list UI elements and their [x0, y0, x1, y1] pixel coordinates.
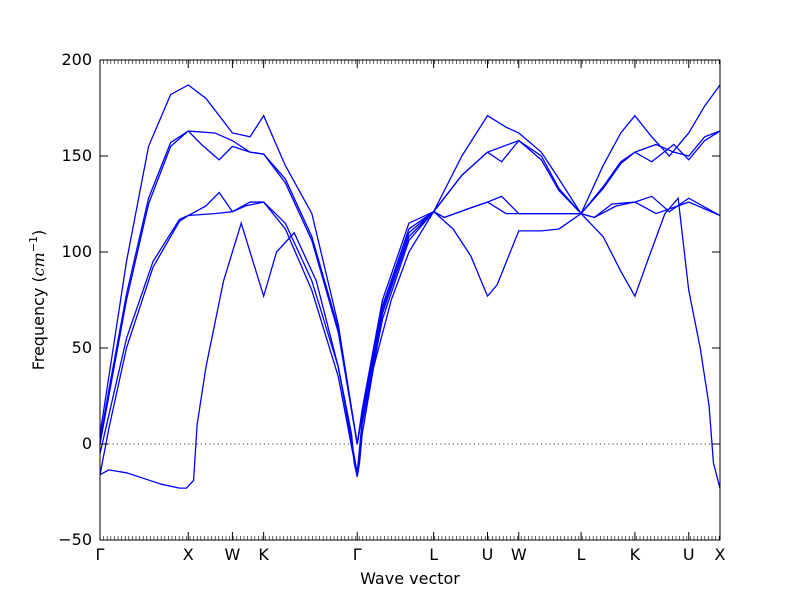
x-tick-label: L	[429, 545, 438, 564]
y-axis-label-unit-exponent: −1	[27, 236, 40, 252]
x-tick-label: K	[630, 545, 641, 564]
y-tick-label: 50	[72, 338, 92, 357]
x-tick-label: X	[715, 545, 726, 564]
x-tick-label: U	[683, 545, 695, 564]
x-tick-label: Γ	[353, 545, 362, 564]
y-axis-ticks: −50 0 50 100 150 200	[58, 50, 720, 549]
x-tick-label: K	[258, 545, 269, 564]
y-tick-label: 200	[61, 50, 92, 69]
y-tick-label: 150	[61, 146, 92, 165]
x-tick-label: L	[577, 545, 586, 564]
y-axis-label-open: (	[29, 276, 48, 287]
plot-frame	[99, 59, 721, 541]
minor-ticks	[99, 60, 720, 540]
x-tick-label: U	[482, 545, 494, 564]
y-tick-label: −50	[58, 530, 92, 549]
series-group	[99, 84, 721, 489]
y-axis-label-close: )	[29, 230, 48, 236]
y-axis-label: Frequency (cm−1)	[27, 230, 48, 371]
band-line-5	[99, 130, 721, 445]
y-axis-label-text: Frequency	[29, 288, 48, 371]
x-tick-label: W	[511, 545, 527, 564]
band-line-1	[99, 196, 721, 489]
x-tick-label: X	[183, 545, 194, 564]
band-line-4	[99, 130, 721, 445]
x-tick-label: Γ	[96, 545, 105, 564]
x-tick-label: W	[224, 545, 240, 564]
y-tick-label: 0	[82, 434, 92, 453]
y-tick-label: 100	[61, 242, 92, 261]
y-axis-label-unit: cm	[29, 252, 48, 276]
band-line-3	[99, 195, 721, 473]
band-line-6	[99, 84, 721, 445]
x-axis-label: Wave vector	[360, 569, 460, 588]
